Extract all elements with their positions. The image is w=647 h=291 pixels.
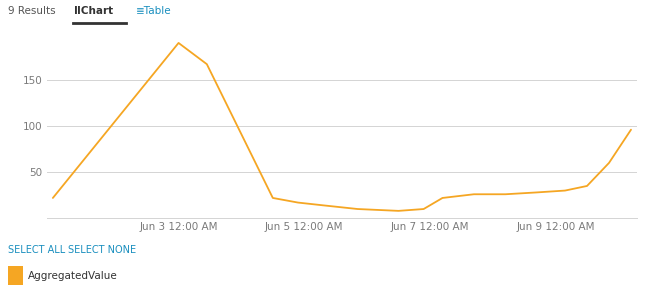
FancyBboxPatch shape: [8, 265, 23, 285]
Text: AggregatedValue: AggregatedValue: [28, 271, 118, 281]
Text: SELECT ALL: SELECT ALL: [8, 245, 65, 255]
Text: ⅡChart: ⅡChart: [74, 6, 113, 17]
Text: SELECT NONE: SELECT NONE: [68, 245, 136, 255]
Text: ≣Table: ≣Table: [136, 6, 171, 17]
Text: 9 Results: 9 Results: [8, 6, 56, 17]
